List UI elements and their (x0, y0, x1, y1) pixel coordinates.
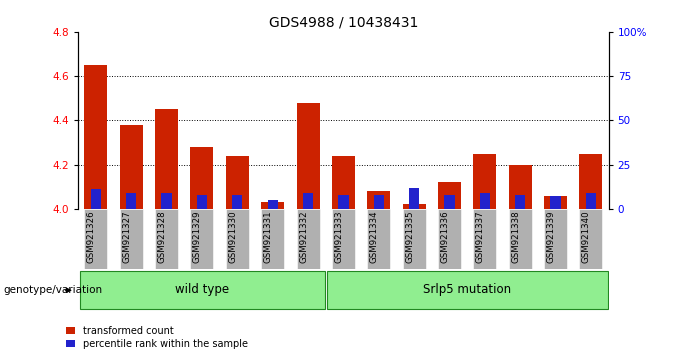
Bar (261, 209, 284, 269)
Text: Srlp5 mutation: Srlp5 mutation (423, 283, 511, 296)
Text: GSM921326: GSM921326 (87, 211, 96, 263)
Text: GSM921337: GSM921337 (476, 211, 485, 263)
Bar (155, 209, 178, 269)
Bar (579, 209, 602, 269)
Bar (155, 109, 178, 209)
Bar (403, 205, 426, 209)
Bar (190, 209, 214, 269)
Bar (585, 193, 596, 209)
Bar (403, 209, 426, 269)
Bar (473, 154, 496, 209)
Bar (444, 195, 455, 209)
Bar (550, 196, 561, 209)
Bar (515, 195, 526, 209)
Text: GSM921332: GSM921332 (299, 211, 308, 263)
Bar (126, 193, 137, 209)
Text: wild type: wild type (175, 283, 229, 296)
Bar (509, 165, 532, 209)
Bar (120, 125, 143, 209)
Text: genotype/variation: genotype/variation (3, 285, 103, 295)
Text: GSM921336: GSM921336 (441, 211, 449, 263)
Bar (373, 195, 384, 209)
Bar (226, 209, 249, 269)
Text: GSM921340: GSM921340 (582, 211, 591, 263)
Bar (332, 156, 355, 209)
Text: GSM921334: GSM921334 (370, 211, 379, 263)
Bar (226, 156, 249, 209)
Text: GSM921339: GSM921339 (547, 211, 556, 263)
Text: GSM921335: GSM921335 (405, 211, 414, 263)
Text: GSM921330: GSM921330 (228, 211, 237, 263)
Bar (161, 193, 172, 209)
Bar (544, 196, 567, 209)
Bar (367, 191, 390, 209)
Bar (579, 154, 602, 209)
Bar (296, 209, 320, 269)
Bar (332, 209, 355, 269)
Bar (438, 209, 461, 269)
Text: GSM921331: GSM921331 (264, 211, 273, 263)
Bar (261, 202, 284, 209)
Bar (479, 193, 490, 209)
Text: GSM921327: GSM921327 (122, 211, 131, 263)
Bar (303, 193, 313, 209)
Bar (367, 209, 390, 269)
Bar (120, 209, 143, 269)
Bar (190, 147, 214, 209)
Bar (327, 271, 607, 309)
Bar (90, 189, 101, 209)
Bar (197, 195, 207, 209)
Text: GSM921328: GSM921328 (158, 211, 167, 263)
Bar (438, 182, 461, 209)
Bar (296, 103, 320, 209)
Bar (338, 195, 349, 209)
Bar (544, 209, 567, 269)
Bar (409, 188, 420, 209)
Title: GDS4988 / 10438431: GDS4988 / 10438431 (269, 15, 418, 29)
Bar (232, 195, 243, 209)
Legend: transformed count, percentile rank within the sample: transformed count, percentile rank withi… (66, 326, 248, 349)
Bar (80, 271, 324, 309)
Text: GSM921338: GSM921338 (511, 211, 520, 263)
Bar (84, 209, 107, 269)
Text: GSM921333: GSM921333 (335, 211, 343, 263)
Bar (267, 200, 278, 209)
Text: GSM921329: GSM921329 (193, 211, 202, 263)
Bar (473, 209, 496, 269)
Bar (509, 209, 532, 269)
Bar (84, 65, 107, 209)
